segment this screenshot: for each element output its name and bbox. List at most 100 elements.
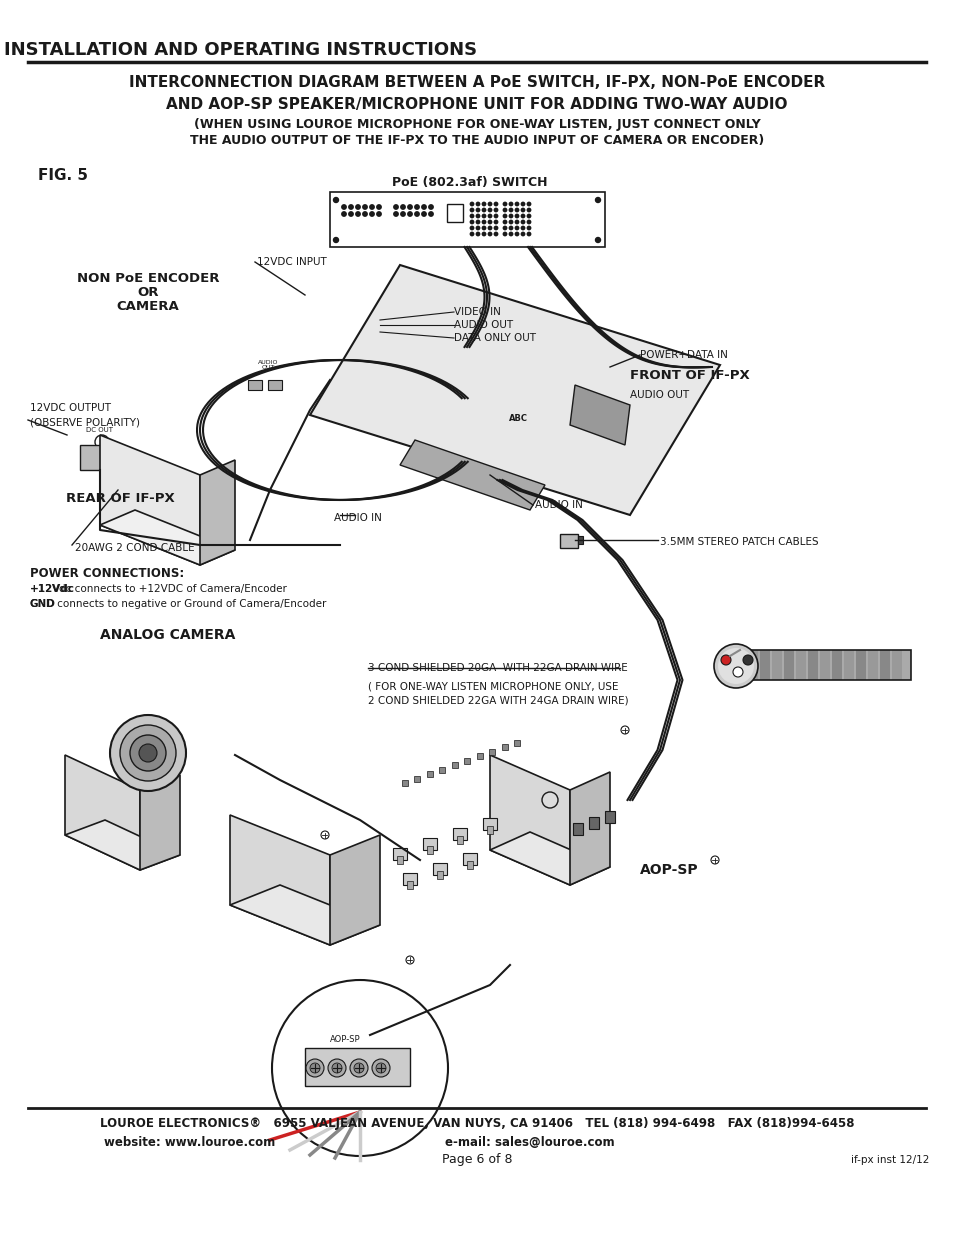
Circle shape [509, 203, 512, 206]
Bar [414, 776, 420, 782]
Bar [783, 650, 793, 680]
Circle shape [428, 211, 433, 216]
Polygon shape [330, 835, 379, 945]
Text: FRONT OF IF-PX: FRONT OF IF-PX [629, 368, 749, 382]
Circle shape [476, 220, 479, 224]
Circle shape [509, 226, 512, 230]
Circle shape [341, 211, 346, 216]
Circle shape [482, 226, 485, 230]
Circle shape [515, 220, 518, 224]
Text: 2 COND SHIELDED 22GA WITH 24GA DRAIN WIRE): 2 COND SHIELDED 22GA WITH 24GA DRAIN WIR… [368, 695, 628, 705]
Bar [396, 856, 402, 864]
Text: 12VDC INPUT: 12VDC INPUT [256, 257, 327, 267]
Circle shape [428, 205, 433, 209]
Circle shape [595, 237, 599, 242]
Circle shape [476, 226, 479, 230]
Text: AUDIO
OUT: AUDIO OUT [257, 359, 278, 370]
Circle shape [376, 211, 381, 216]
Circle shape [527, 220, 530, 224]
Circle shape [349, 205, 353, 209]
Circle shape [527, 209, 530, 211]
Bar [735, 650, 910, 680]
Bar [330, 191, 604, 247]
Bar [464, 757, 470, 763]
Bar [422, 839, 436, 850]
Bar [482, 818, 497, 830]
Circle shape [515, 203, 518, 206]
Circle shape [110, 715, 186, 790]
Circle shape [488, 232, 491, 236]
Circle shape [120, 725, 175, 781]
Circle shape [527, 215, 530, 217]
Circle shape [494, 232, 497, 236]
Circle shape [527, 226, 530, 230]
Circle shape [407, 205, 412, 209]
Circle shape [415, 211, 418, 216]
Circle shape [362, 211, 367, 216]
Bar [436, 871, 442, 879]
Circle shape [306, 1058, 324, 1077]
Circle shape [470, 220, 474, 224]
Circle shape [407, 211, 412, 216]
Circle shape [509, 232, 512, 236]
Bar [402, 873, 416, 885]
Circle shape [503, 226, 506, 230]
Circle shape [488, 226, 491, 230]
Text: POWER CONNECTIONS:: POWER CONNECTIONS: [30, 567, 184, 579]
Circle shape [470, 232, 474, 236]
Bar [771, 650, 781, 680]
Text: GND: GND [30, 599, 56, 609]
Circle shape [310, 1063, 319, 1073]
Circle shape [415, 205, 418, 209]
Circle shape [476, 232, 479, 236]
Text: AOP-SP: AOP-SP [330, 1035, 360, 1045]
Polygon shape [569, 385, 629, 445]
Circle shape [623, 388, 631, 396]
Circle shape [482, 209, 485, 211]
Bar [462, 853, 476, 864]
Bar [520, 427, 535, 445]
Circle shape [494, 215, 497, 217]
Circle shape [421, 211, 426, 216]
Polygon shape [310, 266, 720, 515]
Bar [248, 380, 262, 390]
Text: NON PoE ENCODER: NON PoE ENCODER [76, 272, 219, 284]
Bar [427, 771, 433, 777]
Circle shape [341, 205, 346, 209]
Circle shape [349, 211, 353, 216]
Bar [573, 823, 582, 835]
Text: +12Vdc connects to +12VDC of Camera/Encoder: +12Vdc connects to +12VDC of Camera/Enco… [30, 584, 287, 594]
Bar [476, 753, 482, 760]
Circle shape [541, 404, 554, 416]
Circle shape [520, 220, 524, 224]
Circle shape [355, 205, 360, 209]
Text: THE AUDIO OUTPUT OF THE IF-PX TO THE AUDIO INPUT OF CAMERA OR ENCODER): THE AUDIO OUTPUT OF THE IF-PX TO THE AUD… [190, 133, 763, 147]
Circle shape [362, 205, 367, 209]
Circle shape [376, 205, 381, 209]
Circle shape [406, 956, 414, 965]
Circle shape [509, 215, 512, 217]
Polygon shape [140, 776, 180, 869]
Circle shape [515, 209, 518, 211]
Circle shape [355, 211, 360, 216]
Circle shape [482, 215, 485, 217]
Text: 3 COND SHIELDED 20GA  WITH 22GA DRAIN WIRE: 3 COND SHIELDED 20GA WITH 22GA DRAIN WIR… [368, 663, 627, 673]
Text: DC OUT: DC OUT [87, 427, 113, 433]
Text: LOUROE ELECTRONICS®   6955 VALJEAN AVENUE, VAN NUYS, CA 91406   TEL (818) 994-64: LOUROE ELECTRONICS® 6955 VALJEAN AVENUE,… [100, 1118, 853, 1130]
Bar [820, 650, 829, 680]
Polygon shape [230, 815, 330, 945]
Polygon shape [100, 435, 200, 564]
Bar [867, 650, 877, 680]
Circle shape [470, 209, 474, 211]
Text: if-px inst 12/12: if-px inst 12/12 [850, 1155, 928, 1165]
Circle shape [710, 856, 719, 864]
Bar [735, 650, 910, 680]
Text: ANALOG CAMERA: ANALOG CAMERA [100, 629, 235, 642]
Bar [604, 811, 615, 823]
Text: AUDIO OUT: AUDIO OUT [454, 320, 513, 330]
Bar [447, 204, 462, 222]
Circle shape [476, 209, 479, 211]
Circle shape [320, 831, 329, 839]
Circle shape [520, 215, 524, 217]
Bar [486, 826, 493, 834]
